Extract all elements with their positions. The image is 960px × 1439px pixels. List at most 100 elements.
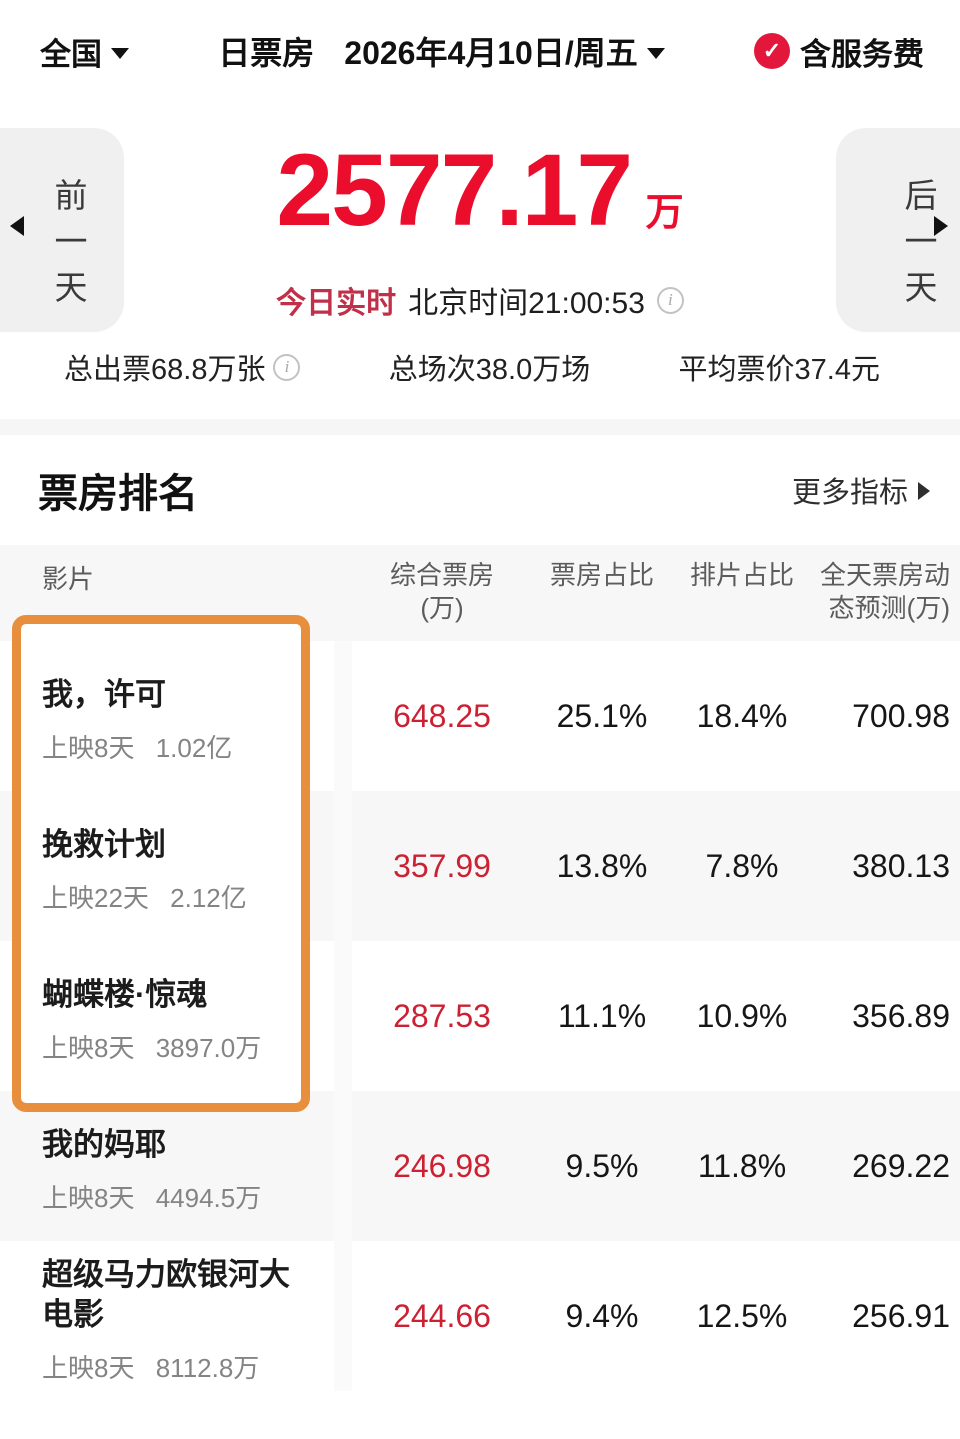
chevron-down-icon xyxy=(111,47,129,59)
film-title: 我，许可 xyxy=(42,676,166,712)
film-cell: 超级马力欧银河大电影 上映8天 8112.8万 xyxy=(0,1241,334,1391)
top-bar: 全国 日票房 2026年4月10日/周五 ✓ 含服务费 xyxy=(0,0,960,92)
date-selector[interactable]: 日票房 2026年4月10日/周五 xyxy=(218,28,665,74)
amount-unit: 万 xyxy=(645,192,684,234)
film-cell: 我的妈耶 上映8天 4494.5万 xyxy=(0,1091,334,1241)
film-meta: 上映8天 1.02亿 xyxy=(42,728,294,765)
ranking-header: 票房排名 更多指标 xyxy=(0,435,960,545)
screenings-value: 11.8% xyxy=(697,1147,787,1184)
more-metrics-label: 更多指标 xyxy=(791,477,908,509)
box-office-value: 246.98 xyxy=(393,1147,491,1184)
column-header-film: 影片 xyxy=(42,564,95,594)
column-header-line: 综合票房 xyxy=(389,560,494,590)
film-meta: 上映22天 2.12亿 xyxy=(42,878,294,915)
date-label: 2026年4月10日/周五 xyxy=(344,35,638,71)
prediction-value: 256.91 xyxy=(852,1297,950,1334)
film-cumulative-total: 4494.5万 xyxy=(155,1183,262,1214)
next-day-button[interactable]: 后一天 xyxy=(836,128,960,332)
beijing-time: 北京时间21:00:53 xyxy=(408,287,645,320)
service-fee-toggle[interactable]: ✓ 含服务费 xyxy=(754,29,924,74)
table-row[interactable]: 蝴蝶楼·惊魂 上映8天 3897.0万 287.53 11.1% 10.9% 3… xyxy=(0,941,960,1091)
screenings-value: 12.5% xyxy=(696,1297,788,1334)
share-value: 9.4% xyxy=(565,1297,639,1334)
region-label: 全国 xyxy=(40,36,102,72)
arrow-left-icon xyxy=(10,216,24,236)
prediction-value: 380.13 xyxy=(852,847,950,884)
film-cumulative-total: 3897.0万 xyxy=(155,1033,262,1064)
section-title: 票房排名 xyxy=(38,472,198,516)
film-cell: 挽救计划 上映22天 2.12亿 xyxy=(0,791,334,941)
film-meta: 上映8天 8112.8万 xyxy=(42,1348,294,1385)
column-divider xyxy=(334,641,352,791)
box-office-value: 648.25 xyxy=(393,697,491,734)
column-header-share: 票房占比 xyxy=(549,560,654,590)
stats-row: 总出票68.8万张 i 总场次38.0万场 平均票价37.4元 xyxy=(0,346,960,388)
realtime-label: 今日实时 xyxy=(276,287,397,320)
box-office-value: 244.66 xyxy=(393,1297,491,1334)
table-row[interactable]: 我，许可 上映8天 1.02亿 648.25 25.1% 18.4% 700.9… xyxy=(0,641,960,791)
film-release-days: 上映8天 xyxy=(42,1353,135,1384)
amount-value: 2577.17 xyxy=(276,133,633,247)
more-metrics-button[interactable]: 更多指标 xyxy=(792,469,930,511)
table-row[interactable]: 我的妈耶 上映8天 4494.5万 246.98 9.5% 11.8% 269.… xyxy=(0,1091,960,1241)
box-office-value: 287.53 xyxy=(393,997,491,1034)
film-cumulative-total: 2.12亿 xyxy=(170,883,247,914)
column-header-line: 态预测(万) xyxy=(828,593,950,624)
page-title: 日票房 xyxy=(218,35,315,71)
stat-price-label: 平均票价37.4元 xyxy=(678,354,880,386)
column-header-line: (万) xyxy=(420,593,464,624)
stat-sessions-label: 总场次38.0万场 xyxy=(388,354,591,386)
film-release-days: 上映22天 xyxy=(42,883,149,914)
table-row[interactable]: 超级马力欧银河大电影 上映8天 8112.8万 244.66 9.4% 12.5… xyxy=(0,1241,960,1391)
prev-day-label: 前一天 xyxy=(50,178,87,316)
prediction-value: 700.98 xyxy=(852,697,950,734)
film-release-days: 上映8天 xyxy=(42,733,135,764)
film-cell: 蝴蝶楼·惊魂 上映8天 3897.0万 xyxy=(0,941,334,1091)
stat-total-sessions: 总场次38.0万场 xyxy=(389,346,590,388)
section-divider xyxy=(0,419,960,435)
region-selector[interactable]: 全国 xyxy=(40,29,129,74)
film-meta: 上映8天 3897.0万 xyxy=(42,1028,294,1065)
column-divider xyxy=(334,1091,352,1241)
column-header-line: 全天票房动 xyxy=(819,560,950,590)
box-office-value: 357.99 xyxy=(393,847,491,884)
film-release-days: 上映8天 xyxy=(42,1183,135,1214)
info-icon[interactable]: i xyxy=(656,286,684,314)
stat-tickets-label: 总出票68.8万张 xyxy=(64,354,266,386)
realtime-row: 今日实时 北京时间21:00:53 i xyxy=(0,278,960,322)
screenings-value: 7.8% xyxy=(705,847,779,884)
stat-total-tickets: 总出票68.8万张 i xyxy=(64,346,301,388)
film-title: 挽救计划 xyxy=(42,826,166,862)
prediction-value: 356.89 xyxy=(852,997,950,1034)
share-value: 13.8% xyxy=(556,847,648,884)
film-title: 超级马力欧银河大电影 xyxy=(42,1256,290,1332)
table-header-row: 影片 综合票房 (万) 票房占比 排片占比 全天票房动 态预测(万) xyxy=(0,545,960,641)
column-header-box-office: 综合票房 (万) xyxy=(352,559,532,626)
share-value: 11.1% xyxy=(557,997,647,1034)
film-cumulative-total: 8112.8万 xyxy=(155,1353,260,1384)
service-fee-label: 含服务费 xyxy=(800,36,924,72)
ranking-table-body: 我，许可 上映8天 1.02亿 648.25 25.1% 18.4% 700.9… xyxy=(0,641,960,1391)
table-row[interactable]: 挽救计划 上映22天 2.12亿 357.99 13.8% 7.8% 380.1… xyxy=(0,791,960,941)
next-day-label: 后一天 xyxy=(900,178,937,316)
daily-box-office-amount: 2577.17 万 xyxy=(0,132,960,249)
film-title: 蝴蝶楼·惊魂 xyxy=(42,976,208,1012)
screenings-value: 18.4% xyxy=(696,697,788,734)
stat-average-price: 平均票价37.4元 xyxy=(679,346,880,388)
column-divider xyxy=(334,1241,352,1391)
film-cumulative-total: 1.02亿 xyxy=(155,733,233,764)
check-circle-icon: ✓ xyxy=(754,33,790,69)
arrow-right-icon xyxy=(918,482,930,500)
share-value: 9.5% xyxy=(565,1147,639,1184)
arrow-right-icon xyxy=(934,216,948,236)
prev-day-button[interactable]: 前一天 xyxy=(0,128,124,332)
column-divider xyxy=(334,791,352,941)
film-release-days: 上映8天 xyxy=(42,1033,135,1064)
column-header-prediction: 全天票房动 态预测(万) xyxy=(812,559,960,626)
column-header-screenings: 排片占比 xyxy=(689,560,794,590)
info-icon[interactable]: i xyxy=(273,353,301,381)
column-divider xyxy=(334,941,352,1091)
prediction-value: 269.22 xyxy=(852,1147,950,1184)
hero-section: 前一天 后一天 2577.17 万 今日实时 北京时间21:00:53 i 总出… xyxy=(0,92,960,419)
film-cell: 我，许可 上映8天 1.02亿 xyxy=(0,641,334,791)
